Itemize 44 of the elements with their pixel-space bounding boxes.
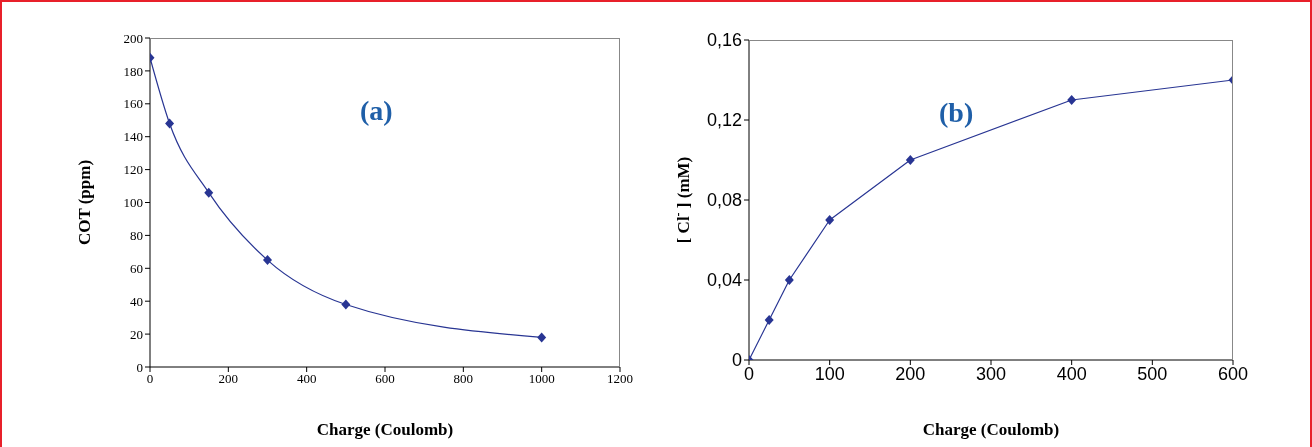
x-tick-label: 200 xyxy=(218,371,239,387)
point xyxy=(1067,95,1077,105)
x-axis-title: Charge (Coulomb) xyxy=(316,420,454,439)
x-tick-label: 1200 xyxy=(607,371,633,387)
x-tick-label: 800 xyxy=(453,371,474,387)
y-tick-label: 0,04 xyxy=(706,270,742,291)
point xyxy=(165,118,175,129)
y-tick-label: 140 xyxy=(123,129,143,145)
point xyxy=(784,275,794,285)
x-tick-label: 600 xyxy=(375,371,395,387)
y-tick-label: 0,12 xyxy=(706,110,742,131)
point xyxy=(905,155,915,165)
point xyxy=(263,255,272,266)
annotation: (a) xyxy=(360,95,393,126)
x-tick-label: 0 xyxy=(146,371,154,387)
x-axis-title: Charge (Coulomb) xyxy=(922,420,1060,439)
x-tick-label: 1000 xyxy=(528,371,555,387)
x-tick-label: 400 xyxy=(1056,363,1087,384)
y-tick-label: 40 xyxy=(130,293,143,309)
y-tick-label: 80 xyxy=(130,228,143,244)
y-axis-title: COT (ppm) xyxy=(75,159,94,246)
x-tick-label: 600 xyxy=(1217,363,1249,384)
point xyxy=(764,315,774,325)
y-tick-label: 100 xyxy=(123,195,143,211)
y-tick-label: 0,08 xyxy=(706,190,742,211)
x-tick-label: 0 xyxy=(743,363,755,384)
x-tick-label: 300 xyxy=(975,363,1007,384)
point xyxy=(204,187,214,198)
x-tick-label: 200 xyxy=(895,363,926,384)
x-tick-label: 500 xyxy=(1137,363,1168,384)
y-tick-label: 0,16 xyxy=(706,30,742,51)
y-tick-label: 20 xyxy=(130,326,143,342)
y-tick-label: 200 xyxy=(123,30,143,46)
y-tick-label: 0 xyxy=(731,350,742,371)
y-tick-label: 160 xyxy=(123,96,143,112)
point xyxy=(341,299,351,310)
x-tick-label: 100 xyxy=(814,363,845,384)
annotation: (b) xyxy=(939,97,974,128)
y-tick-label: 120 xyxy=(123,162,143,178)
y-tick-label: 180 xyxy=(123,63,143,79)
point xyxy=(537,332,547,343)
y-tick-label: 60 xyxy=(130,260,143,276)
x-tick-label: 400 xyxy=(296,371,317,387)
point xyxy=(825,215,835,225)
